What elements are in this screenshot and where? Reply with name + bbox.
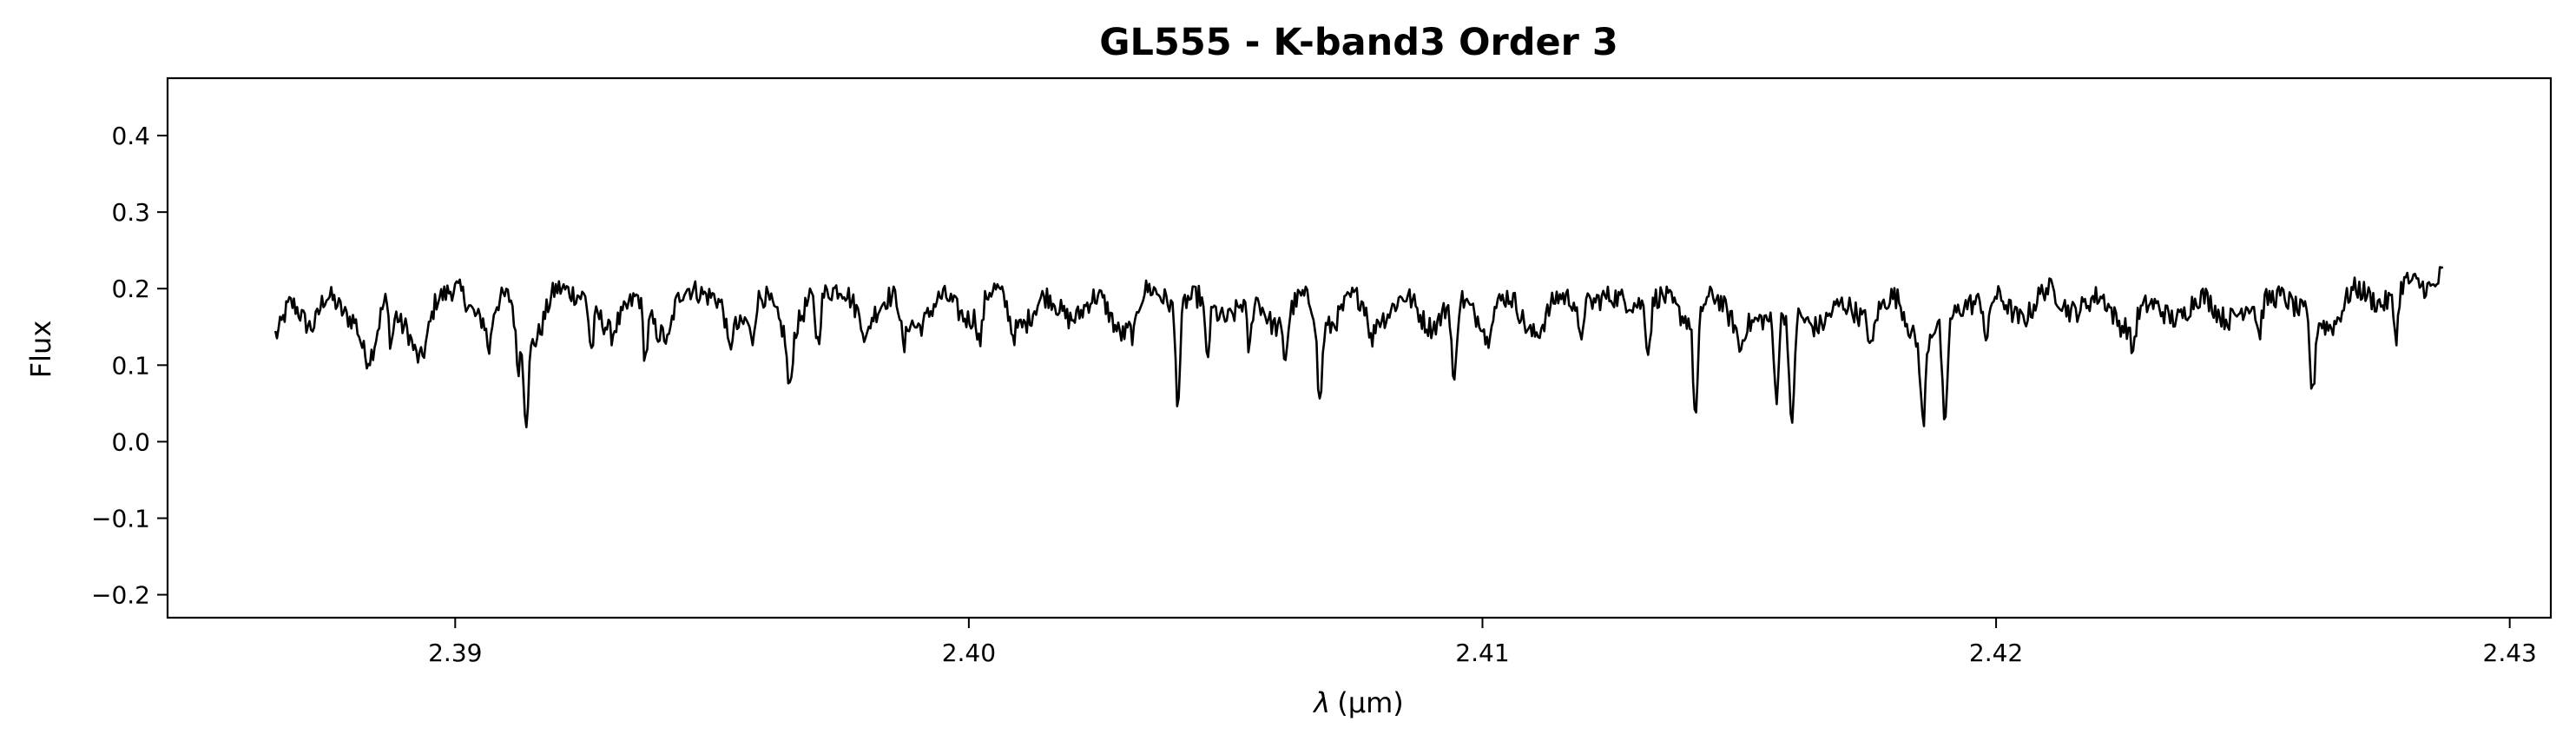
y-tick-label: 0.3 bbox=[111, 198, 150, 227]
y-tick-label: 0.0 bbox=[111, 427, 150, 456]
y-tick-label: 0.1 bbox=[111, 351, 150, 380]
y-tick-label: 0.4 bbox=[111, 122, 150, 150]
plot-frame bbox=[166, 76, 2553, 619]
chart-title: GL555 - K-band3 Order 3 bbox=[1099, 21, 1618, 64]
y-tick-label: −0.2 bbox=[91, 581, 150, 610]
x-tick-label: 2.42 bbox=[1969, 639, 2023, 667]
x-axis-label-symbol: λ bbox=[1312, 686, 1330, 719]
x-axis-ticks: 2.39 2.40 2.41 2.42 2.43 bbox=[428, 618, 2537, 667]
y-tick-label: −0.1 bbox=[91, 504, 150, 533]
x-tick-label: 2.40 bbox=[942, 639, 996, 667]
x-axis-label-unit: (μm) bbox=[1337, 686, 1404, 719]
x-axis-label: λ (μm) bbox=[1312, 686, 1403, 719]
y-axis-label: Flux bbox=[24, 321, 57, 379]
x-tick-label: 2.43 bbox=[2483, 639, 2537, 667]
x-tick-label: 2.41 bbox=[1455, 639, 1509, 667]
y-axis-ticks: −0.2 −0.1 0.0 0.1 0.2 0.3 0.4 bbox=[91, 122, 168, 610]
flux-spectrum-line bbox=[273, 266, 2444, 428]
x-tick-label: 2.39 bbox=[428, 639, 482, 667]
y-tick-label: 0.2 bbox=[111, 275, 150, 303]
